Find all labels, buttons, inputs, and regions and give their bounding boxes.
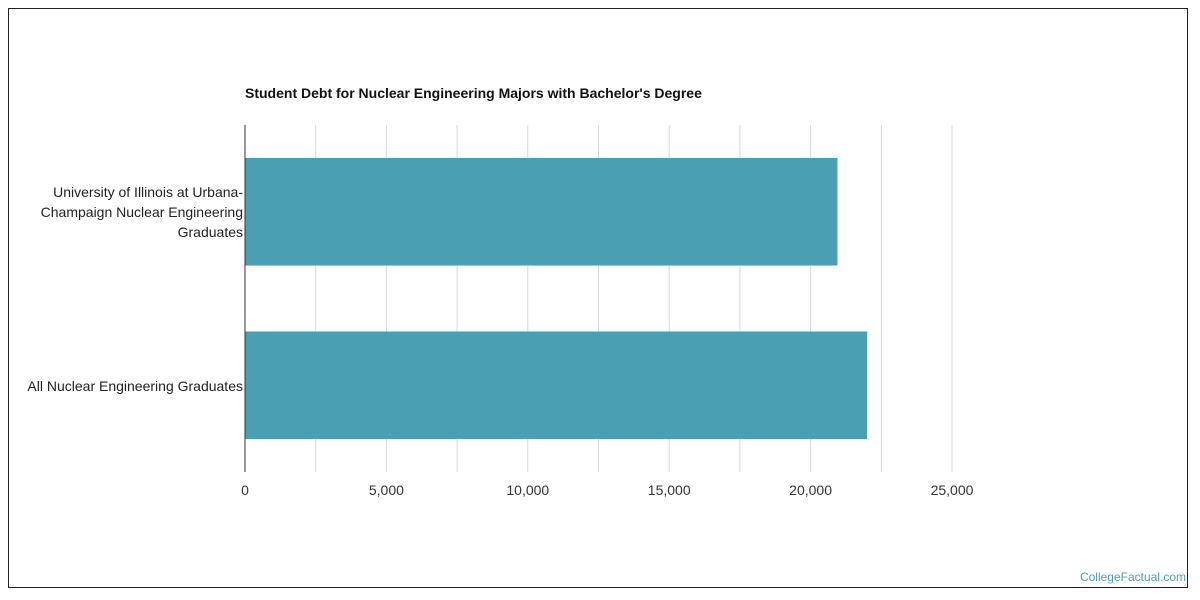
chart-title: Student Debt for Nuclear Engineering Maj… (245, 85, 702, 101)
x-tick-label: 15,000 (648, 482, 691, 498)
x-tick-label: 20,000 (789, 482, 832, 498)
bars (245, 157, 868, 440)
x-tick-label: 25,000 (931, 482, 974, 498)
tick-labels: 0 5,000 10,000 15,000 20,000 25,000 (241, 482, 974, 498)
bar-0 (245, 157, 838, 266)
category-label-uiuc: University of Illinois at Urbana-Champai… (40, 184, 243, 240)
bar-1 (245, 331, 868, 440)
watermark-link[interactable]: CollegeFactual.com (1079, 570, 1186, 584)
x-tick-label: 10,000 (506, 482, 549, 498)
category-label-all: All Nuclear Engineering Graduates (27, 378, 243, 394)
x-tick-label: 0 (241, 482, 249, 498)
x-tick-label: 5,000 (369, 482, 404, 498)
